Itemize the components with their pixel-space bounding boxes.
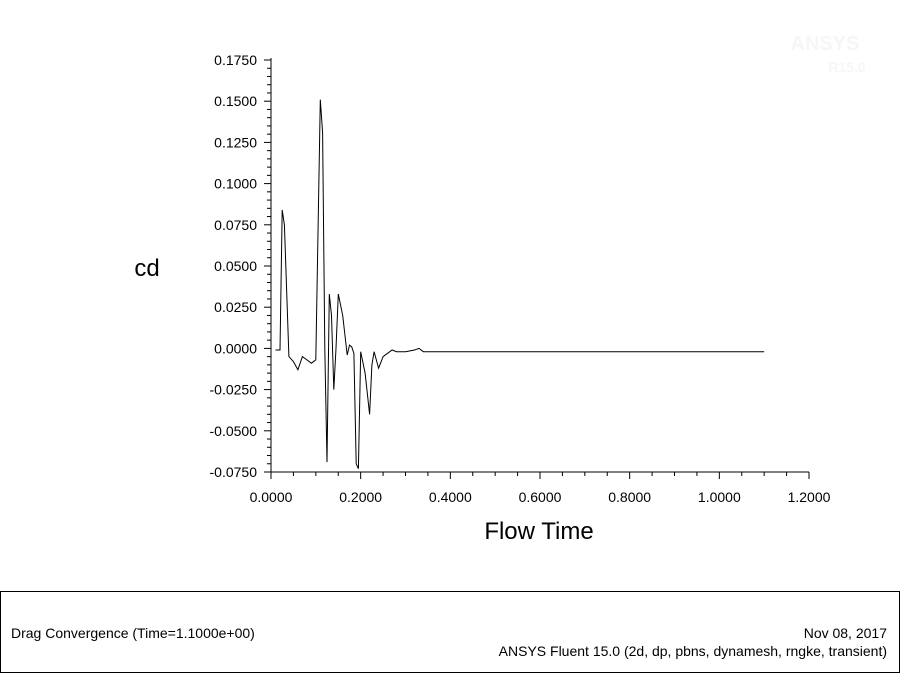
y-tick-label: 0.0500 — [214, 258, 257, 274]
series-group — [275, 99, 765, 469]
plot-info-box: Drag Convergence (Time=1.1000e+00) Nov 0… — [0, 591, 900, 673]
x-tick-label: 0.8000 — [608, 489, 651, 505]
x-axis-title: Flow Time — [484, 518, 593, 545]
logo-text-bottom: R15.0 — [828, 59, 866, 75]
drag-convergence-chart: 0.1750 0.1500 0.1250 0.1000 0.0750 0.0500 0.02… — [134, 52, 831, 545]
plot-date: Nov 08, 2017 — [803, 625, 887, 641]
ansys-logo: ANSYS R15.0 — [775, 28, 875, 78]
y-axis-title: cd — [134, 255, 159, 282]
y-tick-label: 0.1500 — [214, 93, 257, 109]
y-tick-label: 0.0000 — [214, 340, 257, 356]
y-tick-label: -0.0500 — [210, 423, 258, 439]
x-tick-label: 0.6000 — [519, 489, 562, 505]
x-tick-label: 1.2000 — [788, 489, 831, 505]
cd-series-line — [275, 99, 765, 469]
software-info: ANSYS Fluent 15.0 (2d, dp, pbns, dynames… — [498, 643, 887, 659]
logo-text-top: ANSYS — [791, 33, 860, 55]
y-axis: 0.1750 0.1500 0.1250 0.1000 0.0750 0.0500 0.02… — [210, 52, 272, 480]
y-tick-label: 0.1250 — [214, 134, 257, 150]
x-axis: 0.0000 0.2000 0.4000 0.6000 0.8000 1.0000 1.20… — [250, 471, 831, 505]
y-tick-label: 0.0250 — [214, 299, 257, 315]
y-tick-label: 0.1000 — [214, 176, 257, 192]
y-tick-label: -0.0250 — [210, 382, 258, 398]
y-tick-label: 0.0750 — [214, 217, 257, 233]
x-tick-label: 0.2000 — [339, 489, 382, 505]
x-tick-label: 0.0000 — [250, 489, 293, 505]
y-tick-label: -0.0750 — [210, 464, 258, 480]
y-tick-label: 0.1750 — [214, 52, 257, 68]
plot-name: Drag Convergence (Time=1.1000e+00) — [11, 625, 255, 641]
x-tick-label: 0.4000 — [429, 489, 472, 505]
x-tick-label: 1.0000 — [698, 489, 741, 505]
